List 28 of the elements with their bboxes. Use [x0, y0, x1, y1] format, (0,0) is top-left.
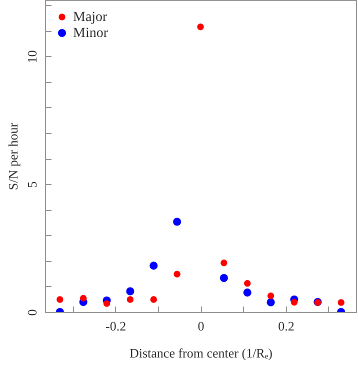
y-tick-label: 10 — [24, 50, 40, 64]
y-axis-title: S/N per hour — [6, 122, 20, 190]
point — [220, 260, 228, 266]
y-tick-label: 0 — [24, 309, 40, 316]
point — [243, 288, 252, 297]
point — [126, 287, 134, 296]
x-tick-label: 0 — [198, 318, 204, 334]
point — [150, 296, 157, 303]
point — [174, 270, 180, 278]
point — [197, 24, 204, 30]
point — [173, 218, 182, 226]
point — [150, 262, 158, 270]
legend-label: Major — [73, 10, 108, 25]
point — [56, 296, 64, 303]
point — [80, 294, 87, 302]
point — [267, 292, 274, 300]
y-tick-label: 5 — [24, 181, 40, 188]
x-tick-label: 0.2 — [278, 318, 294, 334]
point — [244, 280, 251, 287]
point — [126, 296, 134, 303]
point — [220, 274, 228, 282]
point — [266, 298, 275, 306]
legend-label: Minor — [73, 26, 108, 41]
x-axis-title: Distance from center (1/Rₑ) — [129, 346, 273, 360]
x-tick-label: -0.2 — [106, 318, 126, 334]
point — [338, 299, 344, 306]
point — [290, 298, 298, 306]
point — [103, 300, 110, 307]
